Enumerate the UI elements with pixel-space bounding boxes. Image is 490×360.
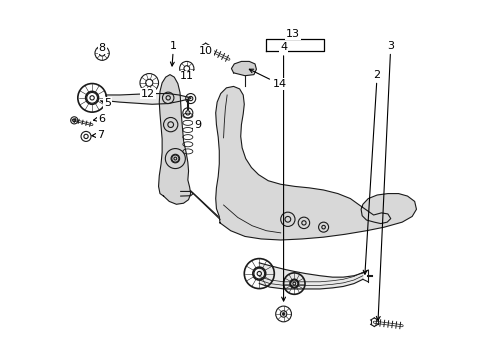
Polygon shape — [159, 75, 191, 204]
Text: 1: 1 — [170, 41, 177, 66]
Text: 8: 8 — [98, 43, 106, 53]
Text: 2: 2 — [363, 69, 381, 274]
Text: 6: 6 — [94, 113, 105, 123]
Text: 10: 10 — [199, 46, 213, 56]
Polygon shape — [106, 94, 188, 104]
Polygon shape — [216, 86, 416, 240]
Polygon shape — [259, 263, 363, 289]
Text: 5: 5 — [100, 98, 111, 108]
Circle shape — [282, 312, 285, 315]
Text: 3: 3 — [376, 41, 394, 320]
Text: 7: 7 — [92, 130, 104, 140]
Text: 9: 9 — [193, 120, 201, 130]
Text: 11: 11 — [180, 71, 194, 81]
Text: 12: 12 — [141, 89, 155, 99]
Text: 13: 13 — [286, 29, 300, 39]
Polygon shape — [231, 62, 256, 76]
Text: 4: 4 — [280, 42, 287, 301]
Text: 14: 14 — [249, 69, 287, 89]
